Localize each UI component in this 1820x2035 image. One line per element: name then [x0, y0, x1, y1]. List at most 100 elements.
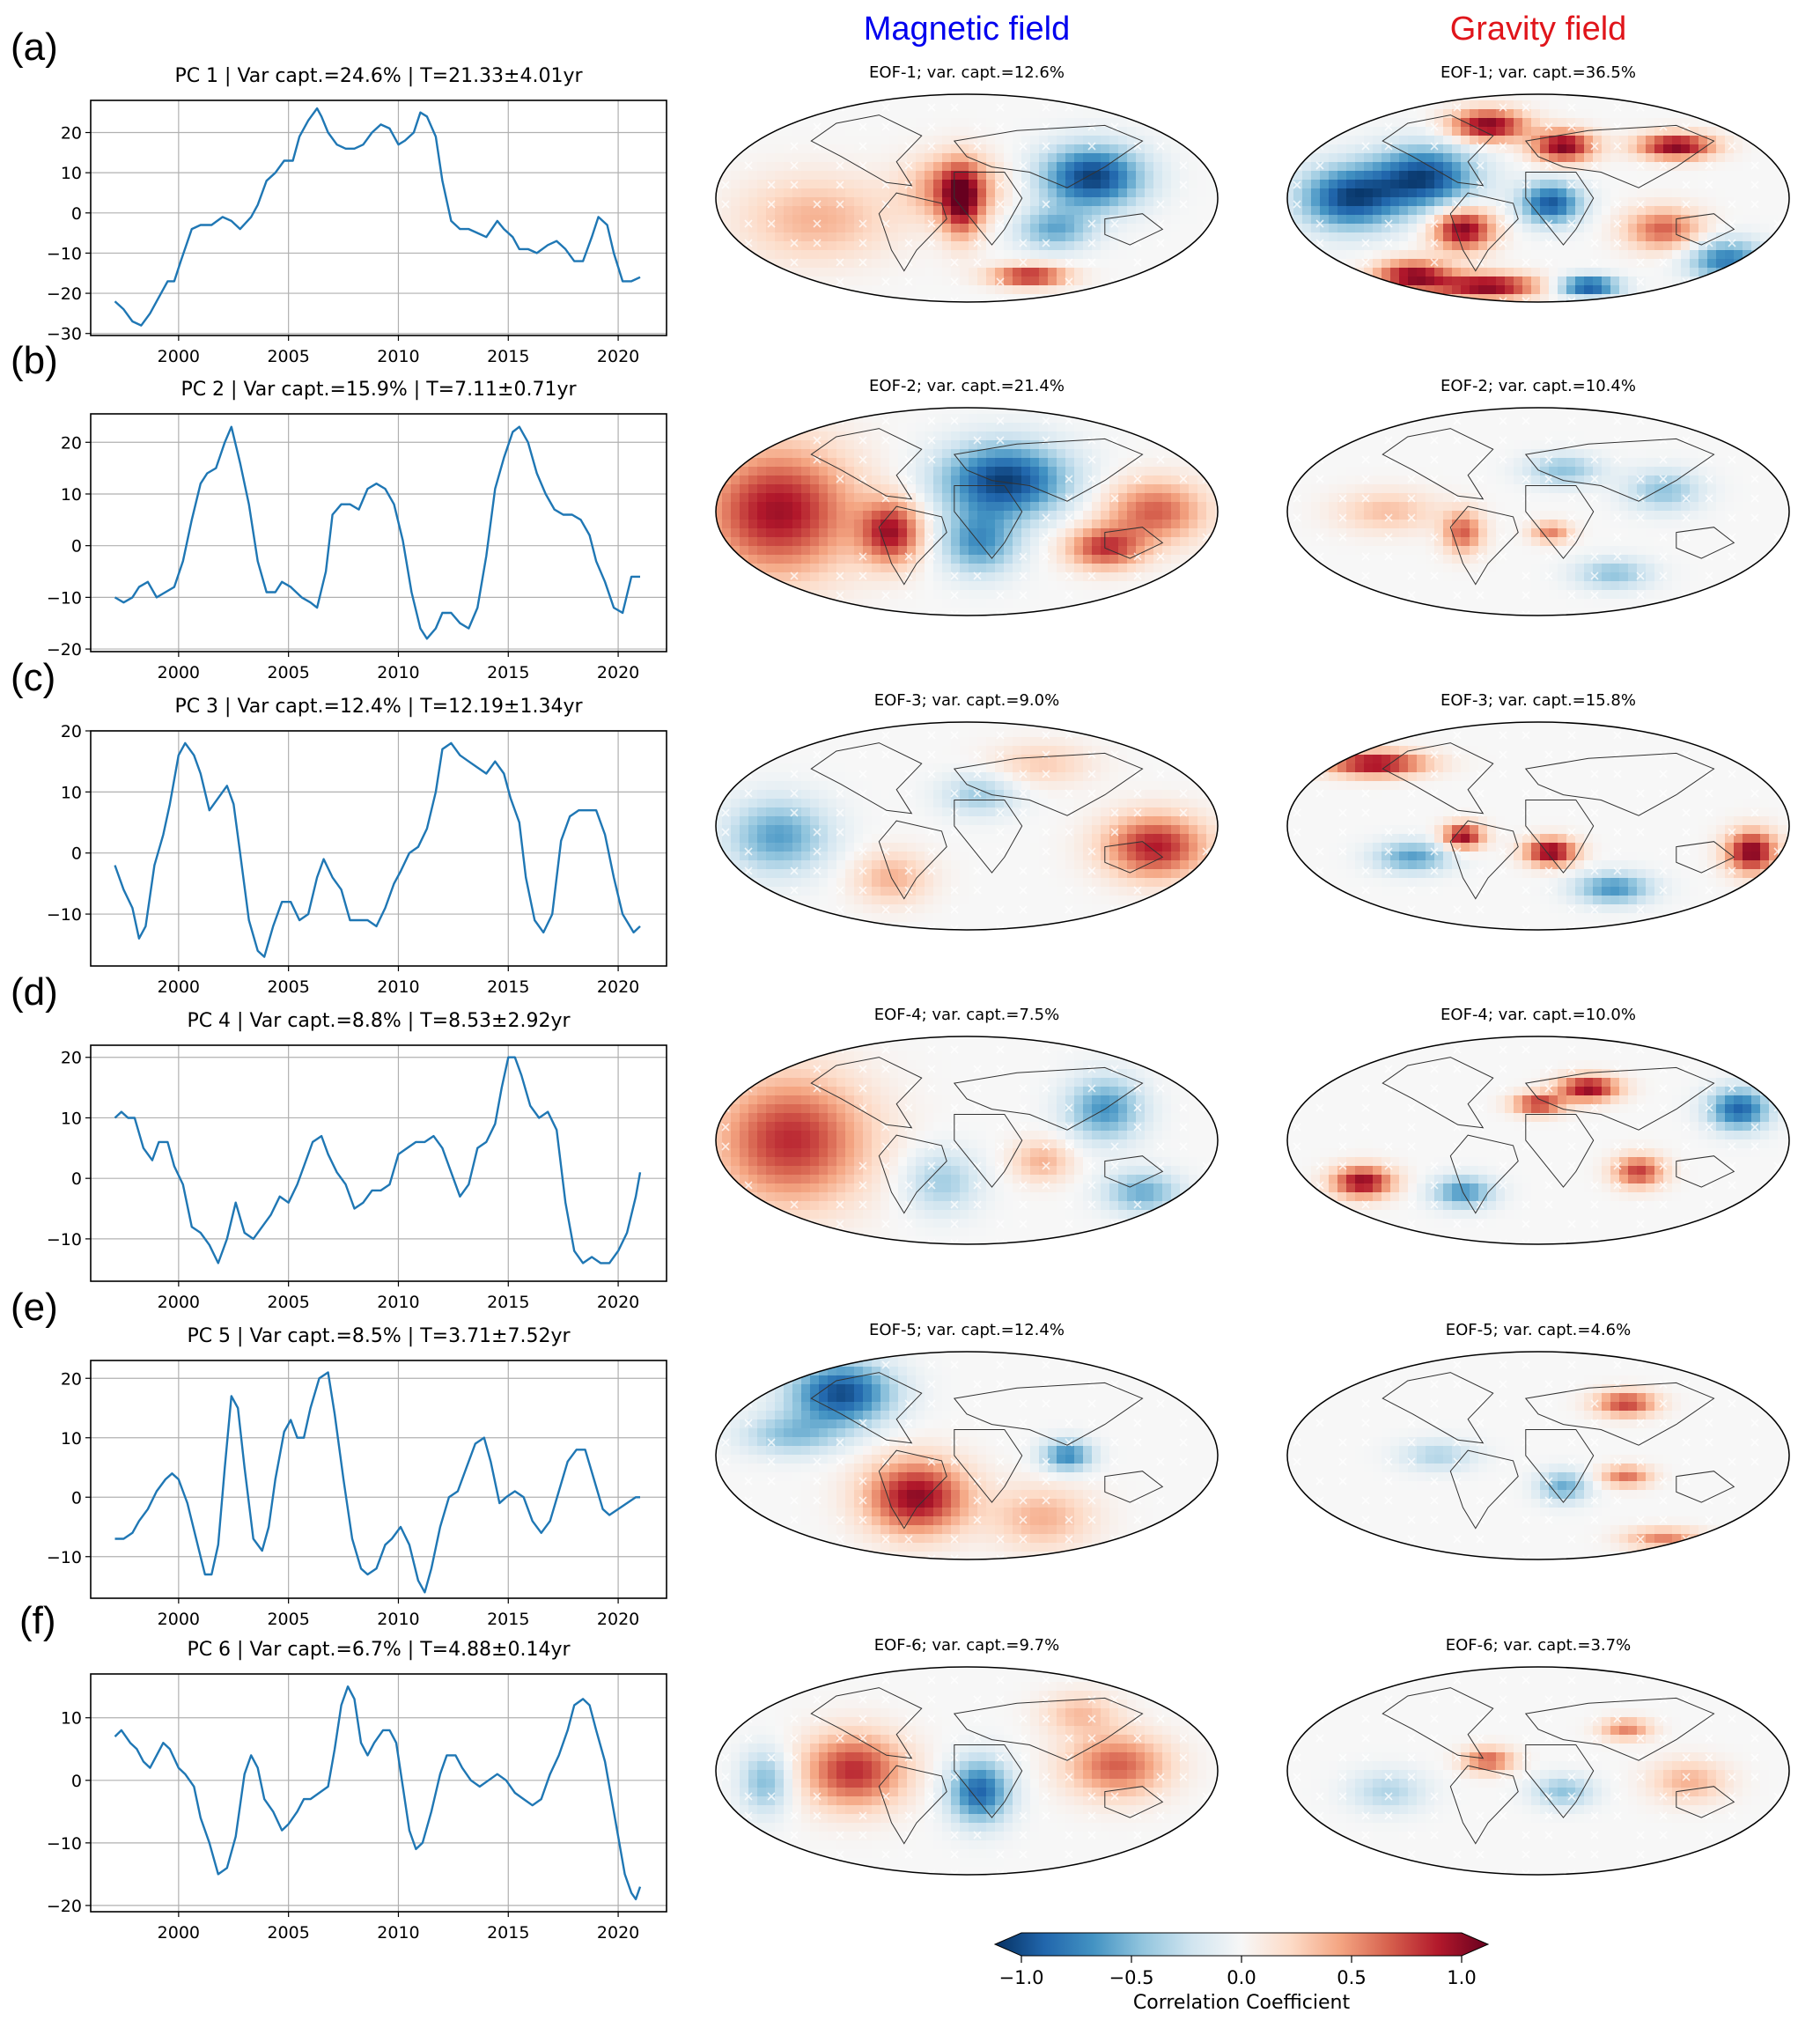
correlation-field	[716, 1667, 1218, 1875]
correlation-field	[1287, 722, 1789, 930]
pc-title: PC 1 | Var capt.=24.6% | T=21.33±4.01yr	[174, 65, 583, 87]
magnetic-eof-map	[715, 407, 1219, 616]
x-tick-label: 2015	[487, 1923, 529, 1943]
pc-series-line	[114, 107, 641, 327]
y-tick-label: −30	[47, 325, 82, 344]
map-boundary	[715, 1666, 1219, 1876]
axes-frame	[90, 1044, 667, 1282]
y-tick-label: −10	[47, 244, 82, 263]
panel-letter: (c)	[11, 656, 56, 699]
correlation-field	[1287, 1352, 1789, 1559]
map-boundary	[1286, 1666, 1790, 1876]
x-tick-label: 2010	[377, 1293, 419, 1312]
pc-title: PC 2 | Var capt.=15.9% | T=7.11±0.71yr	[181, 379, 577, 401]
y-tick-label: 10	[61, 1429, 82, 1449]
x-tick-label: 2015	[487, 1293, 529, 1312]
x-tick-label: 2020	[597, 1293, 639, 1312]
x-tick-label: 2020	[597, 663, 639, 682]
x-tick-label: 2010	[377, 347, 419, 366]
magnetic-eof-map	[715, 1351, 1219, 1560]
y-tick-label: −10	[47, 1230, 82, 1250]
correlation-field	[1287, 408, 1789, 616]
panel-letter: (b)	[11, 339, 58, 382]
y-tick-label: 0	[71, 204, 82, 224]
correlation-field	[716, 1352, 1218, 1559]
x-tick-label: 2015	[487, 977, 529, 997]
y-tick-label: −10	[47, 588, 82, 608]
pc-time-series: 2000 2005 2010 2015 2020 −20 −10 0 10 20	[47, 413, 667, 682]
x-tick-label: 2005	[267, 1610, 309, 1629]
x-tick-label: 2000	[158, 347, 200, 366]
x-tick-label: 2000	[158, 977, 200, 997]
x-tick-label: 2000	[158, 1610, 200, 1629]
gravity-eof-map	[1286, 93, 1790, 303]
gravity-eof-title: EOF-1; var. capt.=36.5%	[1441, 63, 1636, 82]
y-tick-label: 0	[71, 1169, 82, 1189]
coastline-outline	[810, 1687, 1164, 1845]
correlation-field	[1287, 94, 1789, 302]
panel-letter: (a)	[11, 26, 58, 69]
grid	[91, 1045, 667, 1281]
x-tick-label: 2005	[267, 663, 309, 682]
coastline-outline	[810, 1057, 1164, 1214]
y-tick-label: 20	[61, 1049, 82, 1068]
magnetic-eof-title: EOF-5; var. capt.=12.4%	[869, 1321, 1065, 1339]
correlation-field	[1287, 1667, 1789, 1875]
pc-series-line	[114, 1371, 640, 1594]
pc-time-series: 2000 2005 2010 2015 2020 −10 0 10 20	[47, 1044, 667, 1312]
colorbar-tick-label: 0.5	[1337, 1967, 1366, 1987]
correlation-field	[716, 408, 1218, 616]
pc-time-series: 2000 2005 2010 2015 2020 −10 0 10 20	[47, 722, 667, 997]
y-tick-label: −20	[47, 640, 82, 660]
y-tick-label: 10	[61, 1709, 82, 1729]
axes-frame	[90, 1360, 667, 1599]
colorbar-label: Correlation Coefficient	[1132, 1992, 1351, 2014]
y-tick-label: 20	[61, 433, 82, 453]
map-boundary	[715, 721, 1219, 931]
x-tick-label: 2015	[487, 1610, 529, 1629]
x-tick-label: 2000	[158, 1923, 200, 1943]
pc-time-series: 2000 2005 2010 2015 2020 −10 0 10 20	[47, 1360, 667, 1629]
grid	[91, 100, 667, 335]
map-boundary	[1286, 1036, 1790, 1245]
x-tick-label: 2005	[267, 1293, 309, 1312]
pc-title: PC 3 | Var capt.=12.4% | T=12.19±1.34yr	[174, 696, 583, 718]
axes-frame	[90, 100, 667, 336]
x-tick-label: 2000	[158, 663, 200, 682]
magnetic-eof-title: EOF-1; var. capt.=12.6%	[869, 63, 1065, 82]
x-tick-label: 2005	[267, 347, 309, 366]
y-tick-label: 10	[61, 164, 82, 183]
correlation-field	[716, 1036, 1218, 1244]
coastline-outline	[1382, 428, 1735, 586]
pc-series-line	[114, 1685, 642, 1900]
grid	[91, 414, 667, 652]
x-tick-label: 2015	[487, 347, 529, 366]
colorbar-tick-label: −1.0	[999, 1967, 1044, 1987]
y-tick-label: 0	[71, 1772, 82, 1791]
map-boundary	[1286, 93, 1790, 303]
colorbar-gradient	[993, 1932, 1490, 1957]
gravity-eof-title: EOF-5; var. capt.=4.6%	[1445, 1321, 1632, 1339]
axes-frame	[90, 413, 667, 653]
y-tick-label: 20	[61, 124, 82, 144]
gravity-eof-map	[1286, 1036, 1790, 1245]
coastline-outline	[810, 428, 1164, 586]
colorbar-tick-label: −0.5	[1109, 1967, 1154, 1987]
pc-series-line	[114, 425, 640, 640]
correlation-field	[716, 722, 1218, 930]
pc-time-series: 2000 2005 2010 2015 2020 −20 −10 0 10	[47, 1673, 667, 1943]
pc-series-line	[114, 741, 641, 958]
coastline-outline	[810, 114, 1164, 272]
gravity-eof-title: EOF-4; var. capt.=10.0%	[1441, 1006, 1636, 1024]
significance-markers	[721, 103, 1211, 302]
pc-series-line	[114, 1056, 642, 1265]
map-boundary	[1286, 407, 1790, 616]
panel-letter: (e)	[11, 1286, 58, 1329]
gravity-eof-title: EOF-2; var. capt.=10.4%	[1441, 377, 1636, 395]
y-tick-label: 20	[61, 1369, 82, 1389]
y-tick-label: −10	[47, 1548, 82, 1567]
x-tick-label: 2010	[377, 663, 419, 682]
colorbar: −1.0 −0.5 0.0 0.5 1.0	[993, 1932, 1490, 1987]
panel-letter: (d)	[11, 970, 58, 1014]
y-tick-label: 10	[61, 1109, 82, 1128]
